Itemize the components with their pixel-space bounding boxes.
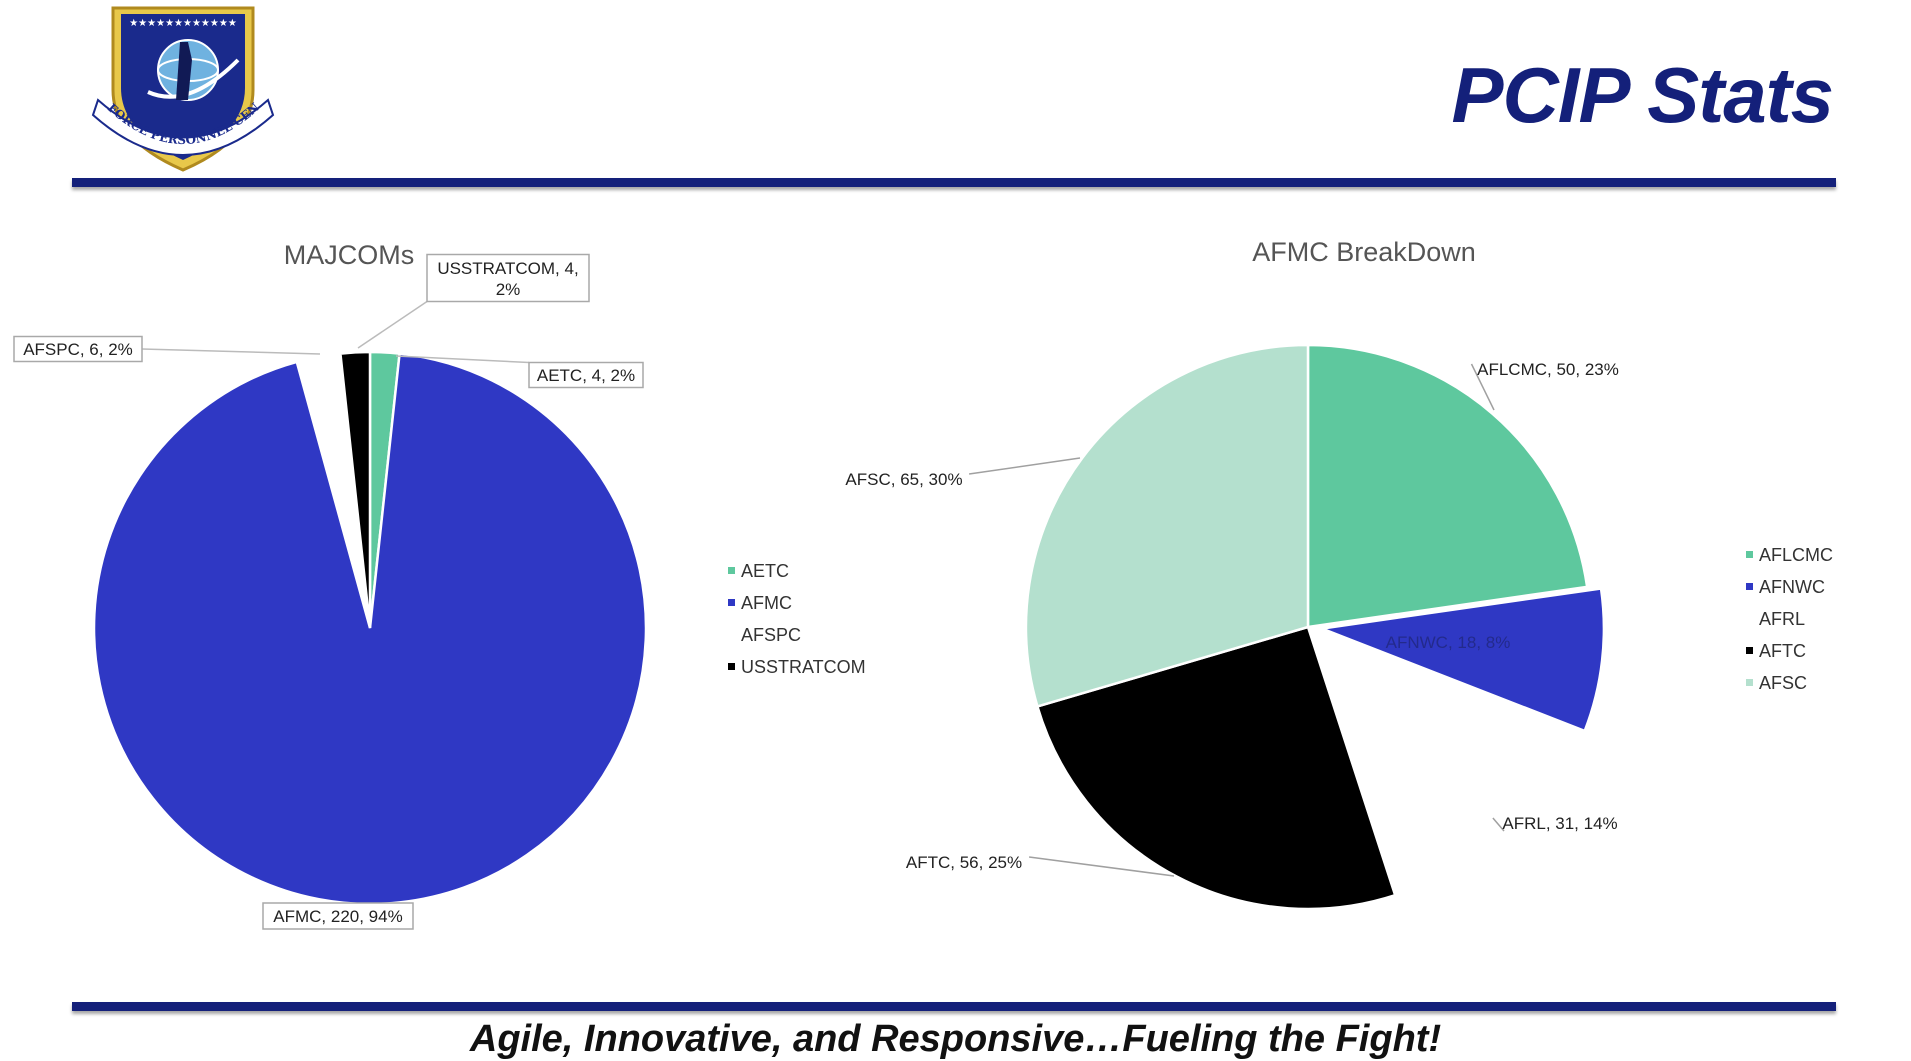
chart-title: MAJCOMs [284,240,415,270]
svg-text:AFSC: AFSC [1759,673,1807,693]
legend-item-usstratcom: USSTRATCOM [728,657,866,677]
header-divider [72,178,1836,187]
legend-item-afrl: AFRL [1746,609,1805,629]
data-label-afsc: AFSC, 65, 30% [845,457,1081,489]
legend-item-aetc: AETC [728,561,789,581]
svg-text:USSTRATCOM: USSTRATCOM [741,657,866,677]
data-label-aftc: AFTC, 56, 25% [906,853,1175,877]
svg-text:AFLCMC, 50, 23%: AFLCMC, 50, 23% [1477,360,1619,379]
svg-text:★★★★★★★★★★★★: ★★★★★★★★★★★★ [129,18,237,29]
svg-text:AFMC: AFMC [741,593,792,613]
legend-item-aftc: AFTC [1746,641,1806,661]
legend-item-afnwc: AFNWC [1746,577,1825,597]
pie-slice-aflcmc [1306,343,1589,629]
svg-text:AETC: AETC [741,561,789,581]
legend-item-afmc: AFMC [728,593,792,613]
legend: AFLCMC AFNWC AFRL AFTC AFSC [1746,545,1833,693]
data-label-afnwc: AFNWC, 18, 8% [1386,633,1511,652]
svg-text:AFRL, 31, 14%: AFRL, 31, 14% [1502,814,1617,833]
pie-slice-aftc [1035,625,1397,911]
pie-slice-afsc [1024,343,1310,709]
svg-text:AFSPC: AFSPC [741,625,801,645]
svg-text:AFMC, 220, 94%: AFMC, 220, 94% [273,907,402,926]
legend-item-aflcmc: AFLCMC [1746,545,1833,565]
pie-chart-majcoms: MAJCOMs AETC, 4, 2% AFMC, 220, 94% AFSPC, 6… [13,240,866,930]
legend-item-afspc: AFSPC [728,625,801,645]
svg-text:AFSPC, 6, 2%: AFSPC, 6, 2% [23,340,133,359]
data-label-aflcmc: AFLCMC, 50, 23% [1470,360,1619,411]
svg-text:AETC, 4, 2%: AETC, 4, 2% [537,366,635,385]
data-label-afspc: AFSPC, 6, 2% [13,335,321,363]
charts-canvas: MAJCOMs AETC, 4, 2% AFMC, 220, 94% AFSPC, 6… [13,237,1833,930]
svg-text:AFLCMC: AFLCMC [1759,545,1833,565]
svg-text:AFTC: AFTC [1759,641,1806,661]
data-label-afmc: AFMC, 220, 94% [262,902,414,930]
legend-item-afsc: AFSC [1746,673,1807,693]
svg-text:AFTC, 56, 25%: AFTC, 56, 25% [906,853,1022,872]
svg-text:USSTRATCOM, 4,2%: USSTRATCOM, 4, 2% [437,259,578,299]
legend: AETC AFMC AFSPC USSTRATCOM [728,561,866,677]
footer-divider [72,1002,1836,1011]
pie-slice-afnwc [1317,587,1606,733]
svg-text:AFNWC: AFNWC [1759,577,1825,597]
svg-text:AFNWC, 18, 8%: AFNWC, 18, 8% [1386,633,1511,652]
pie-slice-usstratcom [339,350,372,629]
afpc-logo: ★★★★★★★★★★★★ AIR FORCE PERSONNEL CENTER [88,0,275,172]
pie-chart-afmc-breakdown: AFMC BreakDown AFLCMC, 50, 23% AFNWC, 18, … [845,237,1833,911]
svg-text:AFSC, 65, 30%: AFSC, 65, 30% [845,470,962,489]
data-label-aetc: AETC, 4, 2% [395,355,644,389]
data-label-usstratcom: USSTRATCOM, 4, 2% [357,253,590,349]
data-label-afrl: AFRL, 31, 14% [1492,814,1618,833]
page-title: PCIP Stats [1451,51,1834,139]
chart-title: AFMC BreakDown [1252,237,1476,267]
footer-tagline: Agile, Innovative, and Responsive…Fuelin… [469,1018,1442,1060]
svg-text:AFRL: AFRL [1759,609,1805,629]
